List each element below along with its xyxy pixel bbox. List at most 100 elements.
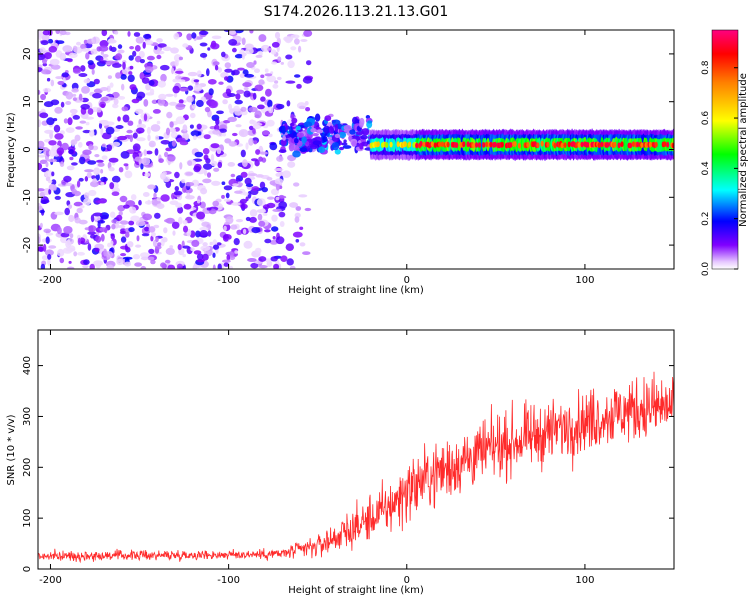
heatmap-cell: [230, 173, 236, 178]
colorbar-tick-label: 0.4: [701, 161, 711, 176]
heatmap-cell: [127, 31, 131, 37]
heatmap-cell: [43, 228, 52, 233]
heatmap-cell: [78, 177, 84, 182]
heatmap-cell: [236, 89, 245, 95]
heatmap-cell: [47, 158, 58, 163]
heatmap-cell: [455, 142, 459, 149]
heatmap-cell: [80, 65, 86, 72]
heatmap-cell: [239, 198, 247, 204]
heatmap-cell: [216, 110, 224, 115]
heatmap-cell: [339, 146, 344, 151]
heatmap-cell: [109, 82, 114, 88]
heatmap-cell: [376, 141, 380, 148]
heatmap-cell: [87, 243, 92, 251]
heatmap-cell: [120, 151, 130, 159]
heatmap-cell: [187, 85, 194, 91]
heatmap-cell: [67, 117, 73, 126]
heatmap-cell: [176, 263, 183, 269]
heatmap-cell: [666, 141, 670, 148]
heatmap-cell: [280, 255, 288, 262]
heatmap-cell: [156, 54, 162, 60]
heatmap-cell: [134, 156, 142, 162]
heatmap-cell: [146, 126, 151, 135]
heatmap-cell: [105, 60, 116, 65]
heatmap-cell: [247, 258, 257, 262]
heatmap-cell: [275, 182, 280, 191]
heatmap-cell: [183, 203, 192, 210]
heatmap-cell: [110, 233, 116, 240]
heatmap-cell: [285, 80, 296, 84]
heatmap-cell: [225, 251, 235, 256]
heatmap-cell: [175, 70, 184, 74]
heatmap-cell: [182, 124, 188, 132]
heatmap-cell: [65, 127, 75, 133]
heatmap-cell: [196, 259, 205, 263]
heatmap-cell: [162, 46, 172, 52]
heatmap-cell: [107, 39, 117, 44]
heatmap-cell: [430, 141, 434, 148]
heatmap-cell: [90, 48, 98, 55]
heatmap-cell: [38, 30, 44, 38]
heatmap-cell: [475, 142, 479, 148]
heatmap-cell: [144, 39, 154, 46]
heatmap-cell: [69, 233, 74, 239]
heatmap-cell: [204, 106, 211, 113]
heatmap-cell: [144, 66, 154, 73]
heatmap-cell: [361, 128, 370, 136]
heatmap-cell: [301, 136, 307, 144]
heatmap-cell: [228, 265, 233, 269]
top-y-axis-label: Frequency (Hz): [6, 112, 17, 188]
heatmap-cell: [82, 149, 92, 156]
heatmap-cell: [214, 64, 219, 71]
heatmap-cell: [55, 40, 65, 44]
heatmap-cell: [513, 141, 517, 147]
heatmap-cell: [94, 154, 100, 158]
heatmap-cell: [67, 204, 73, 210]
heatmap-cell: [462, 141, 466, 148]
heatmap-cell: [69, 156, 74, 161]
heatmap-cell: [207, 79, 217, 85]
heatmap-cell: [150, 235, 154, 242]
heatmap-cell: [120, 236, 127, 243]
top-y-tick-label: -10: [22, 189, 33, 205]
heatmap-cell: [40, 263, 46, 269]
heatmap-cell: [334, 149, 341, 155]
heatmap-cell: [136, 123, 146, 129]
heatmap-cell: [169, 121, 174, 128]
heatmap-cell: [77, 251, 85, 256]
heatmap-cell: [154, 45, 158, 50]
heatmap-cell: [248, 137, 254, 146]
heatmap-cell: [82, 265, 89, 269]
heatmap-cell: [243, 240, 253, 249]
heatmap-cell: [279, 221, 285, 227]
heatmap-cell: [99, 119, 109, 125]
heatmap-cell: [141, 157, 151, 166]
heatmap-cell: [276, 103, 285, 110]
heatmap-cell: [65, 182, 73, 187]
heatmap-cell: [189, 124, 194, 129]
heatmap-cell: [76, 41, 81, 46]
heatmap-cell: [197, 199, 201, 204]
heatmap-cell: [278, 211, 286, 218]
heatmap-cell: [51, 171, 55, 177]
heatmap-cell: [90, 234, 96, 239]
heatmap-cell: [235, 124, 242, 128]
heatmap-cell: [248, 125, 254, 131]
heatmap-cell: [76, 207, 83, 214]
heatmap-cell: [184, 171, 194, 177]
heatmap-cell: [100, 128, 104, 136]
heatmap-cell: [183, 225, 188, 233]
heatmap-cell: [195, 264, 200, 269]
heatmap-cell: [95, 235, 102, 243]
heatmap-cell: [169, 245, 173, 249]
heatmap-cell: [175, 102, 186, 111]
heatmap-cell: [148, 226, 156, 233]
heatmap-cell: [316, 129, 324, 134]
heatmap-cell: [172, 78, 178, 83]
heatmap-cell: [217, 67, 222, 73]
heatmap-cell: [295, 206, 302, 211]
heatmap-cell: [100, 176, 108, 182]
heatmap-cell: [239, 73, 245, 78]
heatmap-cell: [485, 141, 489, 148]
